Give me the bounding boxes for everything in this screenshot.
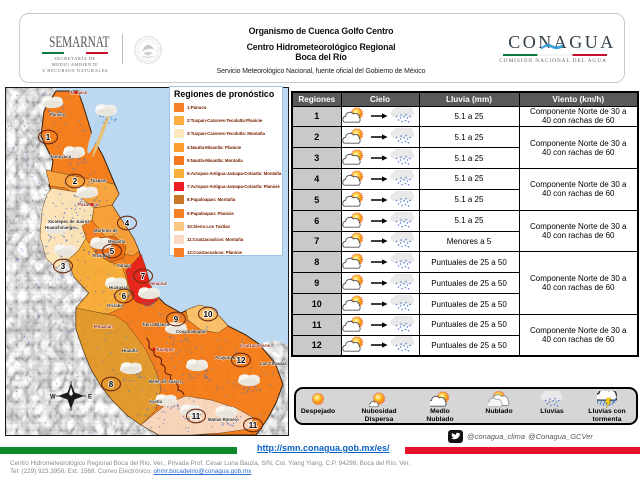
svg-text:Tantoyuca: Tantoyuca	[50, 154, 72, 159]
svg-text:11: 11	[192, 412, 201, 421]
svg-text:Xicotepec de Juárez: Xicotepec de Juárez	[48, 219, 89, 224]
svg-text:10: 10	[204, 310, 213, 319]
svg-text:Tuxtepec: Tuxtepec	[156, 347, 175, 352]
svg-text:Martínez de: Martínez de	[94, 228, 118, 233]
svg-text:Tehuacán: Tehuacán	[93, 324, 113, 329]
svg-text:Tampico: Tampico	[70, 90, 88, 95]
svg-text:2: 2	[73, 177, 78, 186]
svg-text:6: 6	[122, 292, 127, 301]
svg-text:1: 1	[46, 133, 51, 142]
svg-text:Poza Rica: Poza Rica	[78, 202, 99, 207]
svg-text:Pánuco: Pánuco	[50, 112, 66, 117]
svg-text:W: W	[50, 395, 56, 401]
svg-text:Huautla: Huautla	[122, 348, 138, 353]
svg-text:Teziutlán: Teziutlán	[92, 253, 111, 258]
svg-text:Acayucan: Acayucan	[215, 355, 236, 360]
svg-text:Huatusco: Huatusco	[109, 285, 129, 290]
svg-text:11: 11	[249, 421, 258, 430]
svg-text:Huauchinango: Huauchinango	[45, 225, 75, 230]
svg-text:12: 12	[237, 356, 246, 365]
svg-text:Cosamaloapan: Cosamaloapan	[176, 329, 207, 334]
svg-text:8: 8	[109, 380, 114, 389]
svg-text:Tierra Blanca: Tierra Blanca	[142, 322, 170, 327]
svg-text:Matías Romero: Matías Romero	[208, 417, 239, 422]
svg-text:Túxpam: Túxpam	[90, 178, 107, 183]
svg-text:Orizaba: Orizaba	[107, 303, 123, 308]
svg-text:Misantla: Misantla	[108, 239, 126, 244]
svg-text:5: 5	[110, 247, 115, 256]
svg-text:Veracruz: Veracruz	[149, 281, 167, 286]
svg-text:4: 4	[125, 219, 130, 228]
svg-text:E: E	[88, 395, 92, 401]
svg-text:3: 3	[61, 262, 66, 271]
svg-text:Ayotla: Ayotla	[149, 399, 163, 404]
svg-text:7: 7	[141, 272, 146, 281]
svg-text:Las Choapas: Las Choapas	[260, 361, 287, 366]
svg-text:Belén de Juárez: Belén de Juárez	[149, 379, 182, 384]
svg-text:9: 9	[174, 315, 179, 324]
svg-text:Xalapa: Xalapa	[117, 263, 131, 268]
svg-text:Coatzacoalcos: Coatzacoalcos	[240, 343, 271, 348]
